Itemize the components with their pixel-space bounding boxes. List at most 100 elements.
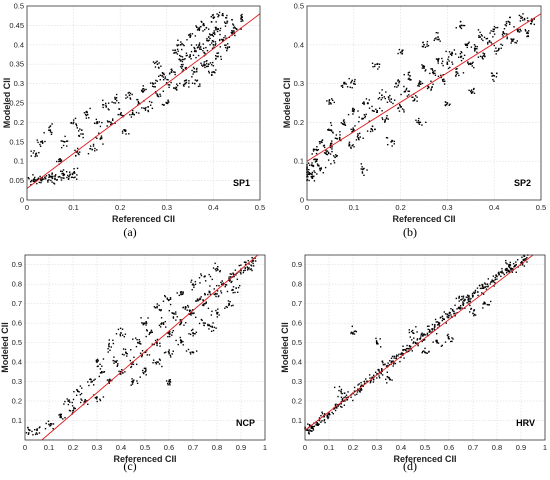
data-point — [502, 272, 503, 273]
data-point — [112, 340, 113, 341]
data-point — [363, 104, 364, 105]
data-point — [379, 64, 380, 65]
data-point — [462, 25, 463, 26]
data-point — [354, 81, 355, 82]
data-point — [59, 416, 60, 417]
data-point — [172, 332, 173, 333]
data-point — [42, 143, 43, 144]
y-tick-label: 0.4 — [294, 40, 304, 49]
x-tick-label: 0.5 — [140, 443, 150, 452]
data-point — [72, 402, 73, 403]
data-point — [126, 355, 127, 356]
data-point — [382, 119, 383, 120]
data-point — [495, 47, 496, 48]
data-point — [438, 39, 439, 40]
data-point — [208, 63, 210, 65]
data-point — [140, 376, 141, 377]
data-point — [131, 366, 132, 367]
data-point — [211, 42, 212, 43]
data-point — [40, 141, 42, 143]
x-tick-label: 0.3 — [162, 203, 172, 212]
data-point — [39, 144, 40, 145]
data-point — [193, 55, 194, 56]
data-point — [423, 44, 425, 46]
data-point — [438, 58, 439, 59]
data-point — [167, 383, 168, 384]
data-point — [401, 106, 402, 107]
data-point — [237, 279, 238, 280]
data-point — [138, 101, 139, 102]
data-point — [432, 70, 433, 71]
data-point — [376, 110, 378, 112]
data-point — [228, 300, 229, 301]
data-point — [461, 296, 462, 297]
data-point — [215, 43, 216, 44]
data-point — [455, 75, 456, 76]
data-point — [367, 130, 368, 131]
data-point — [199, 299, 200, 300]
data-point — [438, 62, 439, 63]
data-point — [470, 298, 471, 299]
data-point — [190, 334, 191, 335]
data-point — [204, 29, 205, 30]
data-point — [356, 394, 357, 395]
data-point — [91, 149, 93, 151]
data-point — [451, 55, 452, 56]
data-point — [459, 308, 460, 309]
data-point — [63, 403, 64, 404]
data-point — [117, 365, 118, 366]
y-tick-label: 0.3 — [14, 79, 24, 88]
data-point — [73, 410, 74, 411]
data-point — [335, 410, 336, 411]
data-point — [170, 297, 171, 298]
data-point — [398, 107, 399, 108]
data-point — [419, 82, 420, 83]
data-point — [180, 294, 181, 295]
data-point — [227, 307, 228, 308]
data-point — [439, 40, 440, 41]
data-point — [43, 178, 44, 179]
data-point — [76, 174, 77, 175]
data-point — [419, 85, 420, 86]
data-point — [125, 94, 126, 95]
y-tick-label: 0.5 — [14, 2, 24, 11]
data-point — [444, 81, 445, 82]
data-point — [208, 328, 209, 329]
data-point — [47, 181, 48, 182]
data-point — [181, 64, 182, 65]
x-tick-label: 0.1 — [44, 443, 54, 452]
data-point — [87, 114, 89, 116]
data-point — [357, 133, 358, 134]
data-point — [445, 313, 446, 314]
data-point — [494, 26, 495, 27]
data-point — [87, 381, 88, 382]
data-point — [240, 272, 241, 273]
data-point — [429, 329, 430, 330]
data-point — [37, 142, 38, 143]
data-point — [392, 103, 393, 104]
data-point — [93, 145, 94, 146]
x-tick-label: 0.2 — [115, 203, 125, 212]
data-point — [154, 63, 155, 64]
data-point — [143, 85, 144, 86]
data-point — [513, 263, 514, 264]
data-point — [139, 343, 140, 344]
data-point — [209, 292, 210, 293]
data-point — [101, 122, 102, 123]
data-point — [191, 330, 192, 331]
data-point — [219, 40, 220, 41]
data-point — [369, 99, 370, 100]
data-point — [80, 402, 81, 403]
data-point — [379, 97, 380, 98]
data-point — [478, 29, 479, 30]
data-point — [164, 352, 165, 353]
data-point — [216, 312, 217, 313]
data-point — [475, 290, 476, 291]
data-point — [219, 34, 220, 35]
data-point — [343, 82, 344, 83]
data-point — [188, 306, 189, 307]
data-point — [324, 152, 325, 153]
data-point — [181, 43, 182, 44]
data-point — [121, 369, 122, 370]
data-point — [26, 432, 27, 433]
